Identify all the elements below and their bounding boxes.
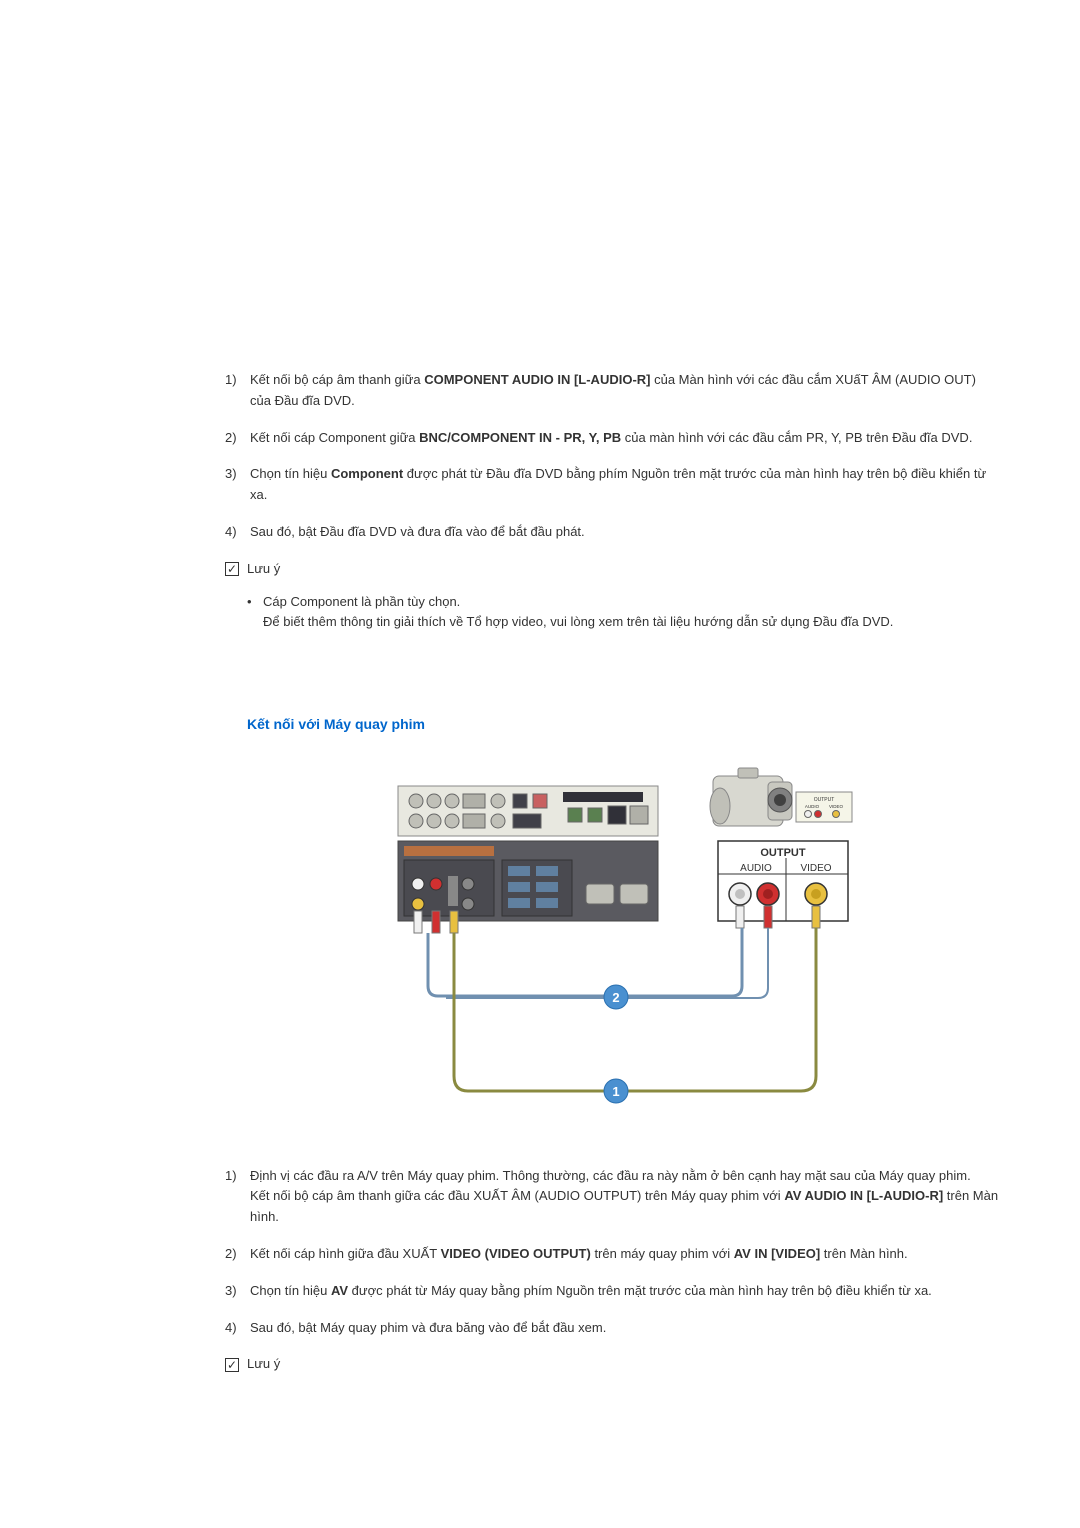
audio-label: AUDIO	[740, 863, 772, 874]
step-item: 2)Kết nối cáp hình giữa đầu XUẤT VIDEO (…	[225, 1244, 1000, 1265]
step-number: 2)	[225, 428, 250, 449]
step-item: 3)Chọn tín hiệu Component được phát từ Đ…	[225, 464, 1000, 506]
step-number: 1)	[225, 1166, 250, 1228]
checkbox-icon	[225, 562, 239, 576]
camcorder-icon: OUTPUT AUDIO VIDEO	[710, 768, 852, 826]
note-line-1: Lưu ý	[225, 559, 1000, 580]
step-item: 1)Định vị các đầu ra A/V trên Máy quay p…	[225, 1166, 1000, 1228]
svg-text:OUTPUT: OUTPUT	[813, 797, 834, 803]
step-number: 4)	[225, 1318, 250, 1339]
step-text: Sau đó, bật Đầu đĩa DVD và đưa đĩa vào đ…	[250, 522, 1000, 543]
step-text: Kết nối bộ cáp âm thanh giữa COMPONENT A…	[250, 370, 1000, 412]
step-number: 3)	[225, 1281, 250, 1302]
marker-1: 1	[612, 1084, 619, 1099]
connection-diagram: OUTPUT AUDIO VIDEO OUTPUT AUDIO VIDEO	[368, 756, 858, 1126]
step-text: Chọn tín hiệu Component được phát từ Đầu…	[250, 464, 1000, 506]
output-label: OUTPUT	[760, 847, 806, 859]
step-number: 2)	[225, 1244, 250, 1265]
step-item: 4)Sau đó, bật Đầu đĩa DVD và đưa đĩa vào…	[225, 522, 1000, 543]
section2-heading: Kết nối với Máy quay phim	[225, 713, 1000, 735]
step-item: 2)Kết nối cáp Component giữa BNC/COMPONE…	[225, 428, 1000, 449]
page-content: 1)Kết nối bộ cáp âm thanh giữa COMPONENT…	[0, 0, 1080, 1375]
step-number: 1)	[225, 370, 250, 412]
checkbox-icon	[225, 1358, 239, 1372]
step-item: 3)Chọn tín hiệu AV được phát từ Máy quay…	[225, 1281, 1000, 1302]
note-line-2: Lưu ý	[225, 1354, 1000, 1375]
diagram-svg: OUTPUT AUDIO VIDEO OUTPUT AUDIO VIDEO	[368, 756, 858, 1126]
bullet-line2: Để biết thêm thông tin giải thích về Tổ …	[263, 614, 893, 629]
video-label: VIDEO	[800, 863, 831, 874]
bullet-item: • Cáp Component là phần tùy chọn. Để biế…	[247, 592, 1000, 634]
step-text: Sau đó, bật Máy quay phim và đưa băng và…	[250, 1318, 1000, 1339]
step-text: Chọn tín hiệu AV được phát từ Máy quay b…	[250, 1281, 1000, 1302]
note-label: Lưu ý	[247, 1354, 280, 1375]
step-number: 4)	[225, 522, 250, 543]
step-item: 4)Sau đó, bật Máy quay phim và đưa băng …	[225, 1318, 1000, 1339]
step-text: Kết nối cáp Component giữa BNC/COMPONENT…	[250, 428, 1000, 449]
section1-steps: 1)Kết nối bộ cáp âm thanh giữa COMPONENT…	[225, 370, 1000, 543]
marker-2: 2	[612, 990, 619, 1005]
bullet-dot: •	[247, 592, 263, 634]
svg-text:VIDEO: VIDEO	[828, 804, 843, 809]
svg-text:AUDIO: AUDIO	[804, 804, 819, 809]
bullet-line1: Cáp Component là phần tùy chọn.	[263, 594, 460, 609]
bullet-text: Cáp Component là phần tùy chọn. Để biết …	[263, 592, 893, 634]
bullet-block-1: • Cáp Component là phần tùy chọn. Để biế…	[225, 592, 1000, 634]
step-item: 1)Kết nối bộ cáp âm thanh giữa COMPONENT…	[225, 370, 1000, 412]
step-number: 3)	[225, 464, 250, 506]
note-label: Lưu ý	[247, 559, 280, 580]
section2-steps: 1)Định vị các đầu ra A/V trên Máy quay p…	[225, 1166, 1000, 1339]
step-text: Định vị các đầu ra A/V trên Máy quay phi…	[250, 1166, 1000, 1228]
step-text: Kết nối cáp hình giữa đầu XUẤT VIDEO (VI…	[250, 1244, 1000, 1265]
